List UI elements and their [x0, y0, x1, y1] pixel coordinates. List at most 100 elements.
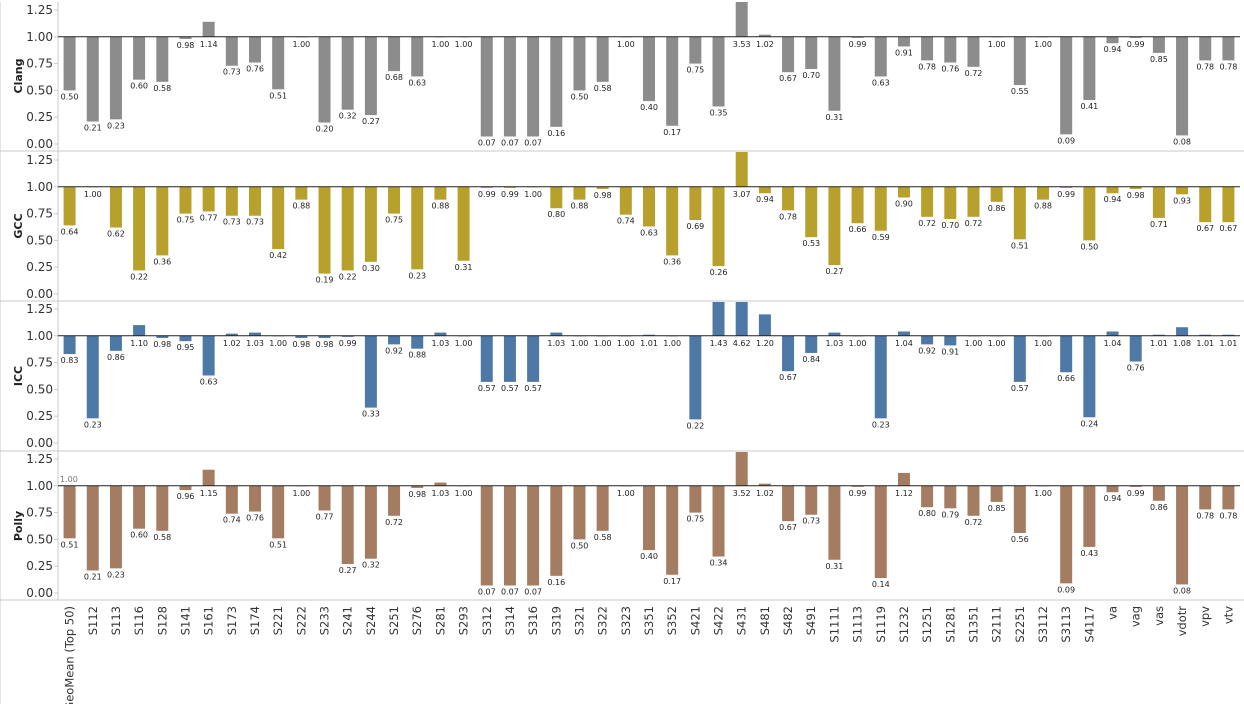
data-label: 0.99: [1127, 40, 1145, 49]
bar-icc-S421: [689, 335, 702, 420]
data-label: 0.88: [292, 202, 310, 211]
bar-gcc-S323: [619, 186, 632, 215]
panel-title: ICC: [12, 366, 25, 386]
data-label: 0.57: [501, 384, 519, 393]
bar-polly-S112: [86, 485, 99, 571]
data-label: 1.04: [895, 339, 913, 348]
y-tick-label: 0.50: [26, 83, 53, 97]
data-label: 0.67: [1196, 224, 1214, 233]
bar-gcc-S113: [109, 186, 122, 228]
data-label: 0.70: [941, 221, 959, 230]
bar-clang-S321: [573, 36, 586, 91]
data-label: 0.41: [1080, 102, 1098, 111]
bar-polly-S1111: [828, 485, 841, 560]
data-label: 1.02: [223, 339, 241, 348]
x-tick-label: S421: [688, 606, 702, 635]
data-label: 3.53: [733, 40, 751, 49]
data-label: 1.01: [1220, 339, 1238, 348]
bar-clang-S4117: [1083, 36, 1096, 101]
data-label: 1.01: [640, 339, 658, 348]
data-label: 1.00: [524, 190, 542, 199]
bar-gcc-S421: [689, 186, 702, 221]
data-label: 0.92: [385, 346, 403, 355]
data-label: 0.26: [710, 268, 728, 277]
data-label: 0.36: [663, 257, 681, 266]
data-label: 1.00: [965, 339, 983, 348]
bar-gcc-S116: [133, 186, 146, 271]
bar-gcc-S161: [202, 186, 215, 212]
bar-gcc-S141: [179, 186, 192, 214]
bar-polly-S276: [411, 485, 424, 488]
data-label: 0.22: [339, 272, 357, 281]
data-label: 0.16: [547, 578, 565, 587]
data-label: 1.00: [663, 339, 681, 348]
y-tick-label: 0.25: [26, 110, 53, 124]
bar-clang-S1251: [921, 36, 934, 61]
data-label: 1.00: [617, 339, 635, 348]
x-tick-label: S293: [457, 606, 471, 635]
data-label: 0.77: [316, 512, 334, 521]
bar-polly-S244: [364, 485, 377, 559]
data-label: 0.99: [849, 40, 867, 49]
data-label: 0.60: [130, 531, 148, 540]
bar-polly-S1232: [897, 472, 910, 486]
x-tick-label: S116: [132, 606, 146, 635]
bar-polly-S482: [782, 485, 795, 522]
bar-icc-S173: [225, 333, 238, 336]
data-label: 0.08: [1173, 137, 1191, 146]
bar-gcc-vdotr: [1176, 186, 1189, 195]
data-label: 0.09: [1057, 136, 1075, 145]
reference-label: 1.00: [60, 475, 78, 484]
bar-icc-S482: [782, 335, 795, 372]
bar-gcc-S1351: [967, 186, 980, 217]
bar-polly-S421: [689, 485, 702, 513]
data-label: 0.78: [1220, 62, 1238, 71]
y-tick-label: 0.00: [26, 586, 53, 600]
bar-icc-S1251: [921, 335, 934, 345]
bar-polly-S2251: [1013, 485, 1026, 533]
data-label: 0.96: [177, 492, 195, 501]
bar-clang-S312: [480, 36, 493, 137]
bar-polly-S161: [202, 469, 215, 486]
bar-gcc-S1119: [874, 186, 887, 231]
bar-clang-S113: [109, 36, 122, 120]
bar-gcc-S251: [388, 186, 401, 214]
data-label: 1.03: [246, 339, 264, 348]
data-label: 0.16: [547, 129, 565, 138]
data-label: 1.12: [895, 489, 913, 498]
data-label: 0.88: [432, 202, 450, 211]
data-label: 0.86: [1150, 503, 1168, 512]
data-label: 0.22: [686, 421, 704, 430]
bar-clang-S128: [156, 36, 169, 82]
bar-gcc-S4117: [1083, 186, 1096, 241]
data-label: 0.86: [988, 204, 1006, 213]
data-label: 0.53: [802, 239, 820, 248]
bar-gcc-S481: [758, 186, 771, 194]
bar-icc-S276: [411, 335, 424, 349]
x-tick-label: S352: [665, 606, 679, 635]
bar-polly-S352: [666, 485, 679, 575]
data-label: 0.32: [362, 561, 380, 570]
bar-polly-S1119: [874, 485, 887, 578]
data-label: 0.75: [686, 515, 704, 524]
data-label: 0.58: [594, 84, 612, 93]
bar-icc-S3113: [1060, 335, 1073, 373]
y-tick-label: 1.25: [26, 452, 53, 466]
bar-polly-S113: [109, 485, 122, 569]
bar-icc-S222: [295, 335, 308, 338]
x-tick-label: S1113: [851, 606, 865, 643]
data-label: 0.51: [269, 540, 287, 549]
data-label: 0.69: [686, 222, 704, 231]
bar-polly-vas: [1152, 485, 1165, 501]
y-tick-label: 0.00: [26, 137, 53, 151]
x-tick-label: vdotr: [1175, 606, 1189, 637]
bar-clang-S1113: [851, 36, 864, 38]
data-label: 0.40: [640, 103, 658, 112]
data-label: 0.98: [316, 340, 334, 349]
x-tick-label: S481: [758, 606, 772, 635]
data-label: 1.00: [292, 489, 310, 498]
x-tick-label: S321: [572, 606, 586, 635]
bar-icc-S1232: [897, 331, 910, 336]
bar-icc-vas: [1152, 334, 1165, 336]
bar-icc-S161: [202, 335, 215, 376]
